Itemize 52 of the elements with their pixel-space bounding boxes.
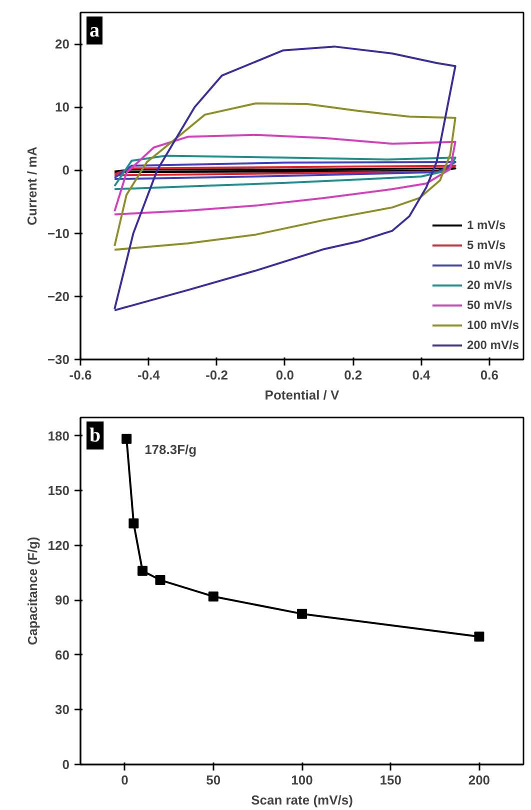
x-tick-label: -0.6 (69, 368, 92, 382)
x-tick-label: 150 (380, 772, 402, 788)
legend-label: 50 mV/s (466, 298, 512, 312)
legend-label: 100 mV/s (466, 318, 519, 332)
annotation: a (90, 20, 100, 42)
y-tick-label: 30 (55, 702, 70, 718)
x-tick-label: 200 (468, 772, 490, 788)
line-series (114, 161, 456, 180)
x-tick-label: -0.4 (137, 368, 161, 382)
point (297, 608, 307, 619)
legend-label: 200 mV/s (466, 338, 519, 352)
annotation: 178.3F/g (144, 442, 197, 457)
y-tick-label: 0 (62, 162, 70, 178)
line-series (114, 154, 456, 190)
x-tick-label: 100 (291, 772, 313, 788)
x-tick-label: 0 (121, 772, 128, 788)
x-tick-label: 0.4 (412, 368, 432, 382)
y-tick-label: 0 (62, 757, 70, 772)
y-tick-label: −30 (47, 352, 70, 367)
line-series (114, 46, 456, 312)
x-tick-label: 50 (206, 772, 221, 788)
y-tick-label: −20 (47, 288, 70, 304)
point (474, 632, 484, 642)
y-tick-label: 120 (48, 538, 70, 553)
y-tick-label: 150 (48, 483, 70, 498)
y-tick-label: 90 (55, 592, 70, 608)
y-tick-label: 60 (55, 647, 70, 662)
point (128, 518, 139, 528)
x-tick-label: 0.6 (480, 368, 498, 382)
legend-label: 5 mV/s (466, 238, 506, 252)
point (122, 434, 132, 444)
line-series (114, 102, 456, 251)
y-axis-title: Capacitance (F/g) (24, 536, 40, 646)
line-series (114, 134, 456, 216)
y-axis-title: Current / mA (24, 146, 40, 226)
legend-label: 1 mV/s (466, 218, 506, 232)
x-tick-label: -0.2 (206, 368, 228, 382)
x-tick-label: 0.0 (276, 368, 294, 382)
x-tick-label: 0.2 (344, 368, 362, 382)
y-tick-label: −10 (47, 226, 70, 241)
y-tick-label: 20 (55, 36, 70, 52)
line-series (114, 164, 456, 176)
point (155, 575, 166, 586)
legend-label: 10 mV/s (466, 258, 512, 272)
y-tick-label: 180 (48, 428, 70, 444)
legend-label: 20 mV/s (466, 278, 512, 292)
x-axis-title: Potential / V (264, 388, 340, 402)
x-axis-title: Scan rate (mV/s) (251, 792, 353, 808)
y-tick-label: 10 (55, 100, 70, 115)
point (208, 591, 218, 602)
annotation: b (90, 424, 101, 446)
point (138, 566, 148, 576)
